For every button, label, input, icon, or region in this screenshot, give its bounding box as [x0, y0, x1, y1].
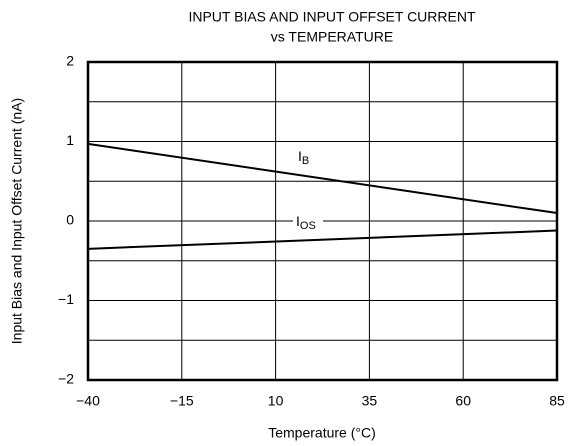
label-background [293, 213, 323, 231]
x-axis-label: Temperature (°C) [268, 425, 376, 441]
x-tick-label: 10 [268, 393, 284, 409]
series-label-main: I [298, 148, 302, 164]
y-axis-label: Input Bias and Input Offset Current (nA) [9, 98, 25, 344]
data-line [87, 229, 558, 250]
y-tick-label: −2 [58, 371, 74, 387]
x-tick-label: 35 [362, 393, 378, 409]
series-label-sub: OS [300, 220, 316, 232]
y-tick-label: −1 [58, 291, 74, 307]
y-tick-label: 2 [66, 53, 74, 69]
series-label-main: I [296, 213, 300, 229]
plot-frame [86, 60, 559, 382]
x-tick-label: −15 [170, 393, 194, 409]
x-tick-label: −40 [76, 393, 100, 409]
chart-title: INPUT BIAS AND INPUT OFFSET CURRENT [188, 9, 475, 25]
y-tick-label: 0 [66, 212, 74, 228]
data-line [87, 142, 558, 215]
series-label: IB [298, 148, 309, 167]
y-tick-label: 1 [66, 132, 74, 148]
series-label-sub: B [302, 155, 309, 167]
chart-title: vs TEMPERATURE [271, 29, 393, 45]
x-tick-label: 60 [455, 393, 471, 409]
x-tick-label: 85 [549, 393, 565, 409]
series-label: IOS [296, 213, 316, 232]
